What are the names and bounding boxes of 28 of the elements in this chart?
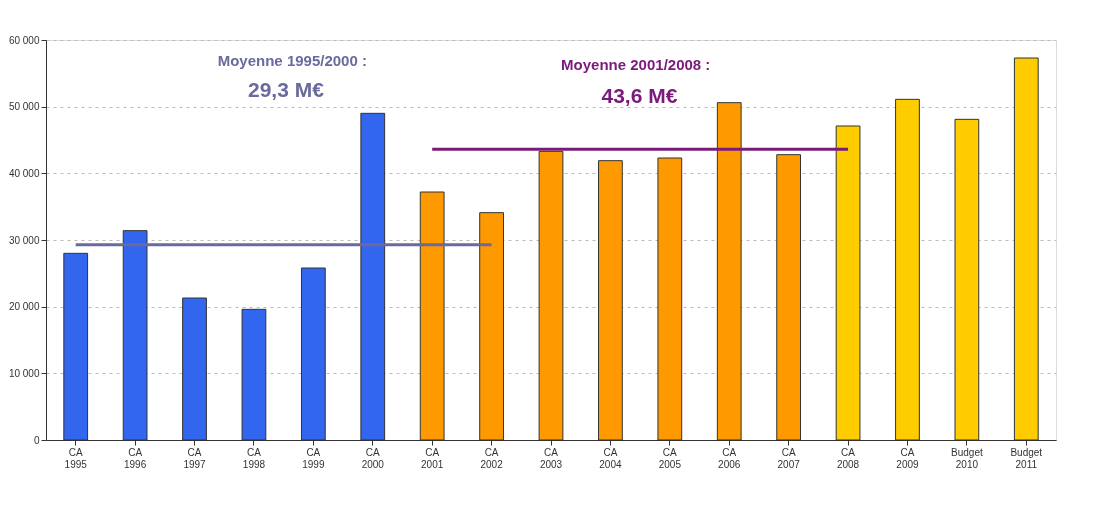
y-tick-label: 50 000 — [8, 101, 40, 113]
annotation: 29,3 M€ — [248, 78, 325, 101]
x-tick-label: CA 2006 — [718, 446, 741, 470]
y-tick-label: 40 000 — [8, 167, 40, 179]
y-tick-label: 0 — [33, 434, 40, 446]
annotation: 43,6 M€ — [601, 84, 678, 107]
x-tick-label: CA 2003 — [539, 446, 563, 470]
x-tick-label: CA 2007 — [777, 446, 801, 470]
x-tick-label: CA 2002 — [480, 446, 504, 470]
x-tick-label: CA 2001 — [421, 446, 444, 470]
y-tick-label: 10 000 — [8, 367, 40, 379]
annotation: Moyenne 2001/2008 : — [561, 56, 711, 73]
x-tick-label: CA 2009 — [896, 446, 920, 470]
x-tick-label: CA 2008 — [836, 446, 860, 470]
x-tick-label: CA 1997 — [183, 446, 207, 470]
x-tick-label: CA 1995 — [64, 446, 88, 470]
x-tick-label: CA 2000 — [361, 446, 385, 470]
y-tick-label: 30 000 — [8, 234, 40, 246]
x-tick-label: CA 1998 — [242, 446, 266, 470]
x-tick-label: Budget 2010 — [951, 446, 983, 470]
x-tick-label: CA 2005 — [658, 446, 682, 470]
annotation: Moyenne 1995/2000 : — [217, 52, 367, 69]
x-tick-label: CA 2004 — [599, 446, 622, 470]
x-tick-label: CA 1999 — [302, 446, 325, 470]
x-tick-label: Budget 2011 — [1010, 446, 1043, 470]
y-tick-label: 60 000 — [8, 34, 40, 46]
x-tick-label: CA 1996 — [123, 446, 147, 470]
y-tick-label: 20 000 — [8, 301, 40, 313]
